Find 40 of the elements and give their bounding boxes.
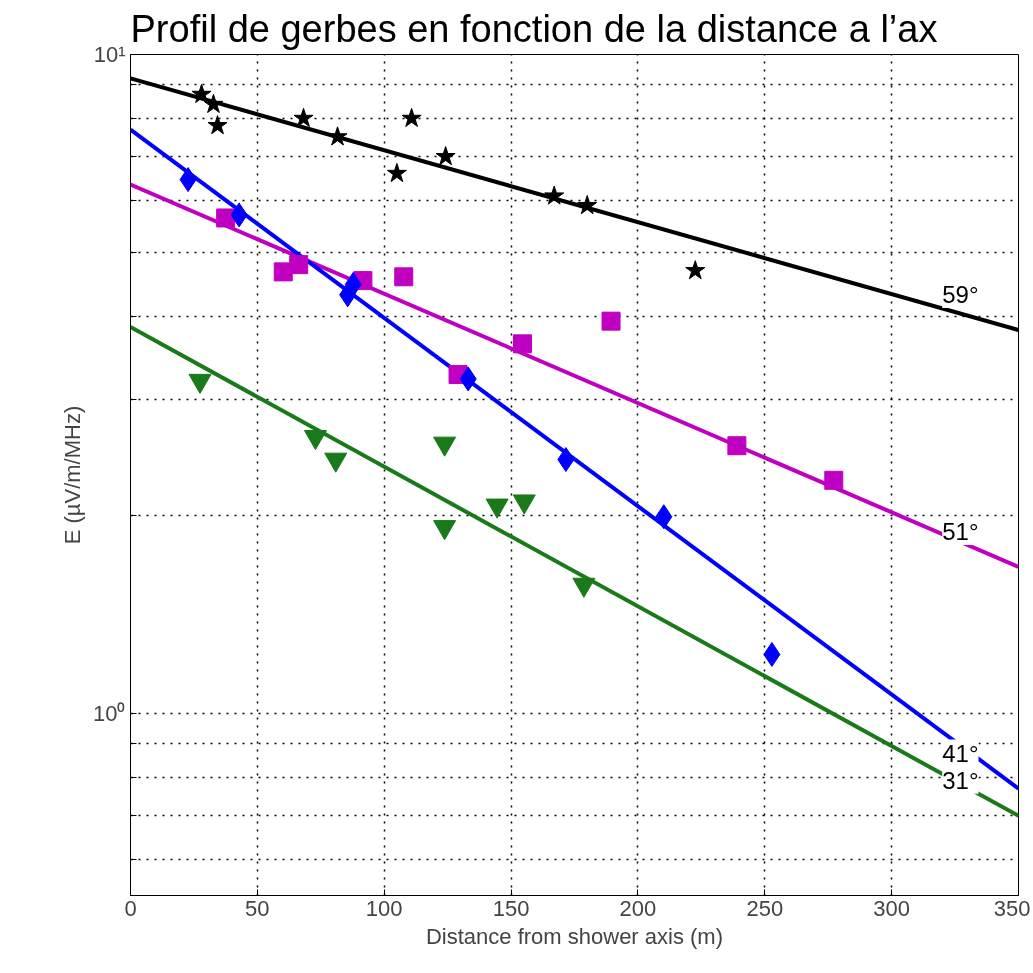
point: [572, 577, 596, 598]
point: [433, 520, 457, 541]
x-tick-label: 0: [124, 895, 137, 921]
point: [727, 436, 747, 456]
series-label: 41°: [942, 739, 979, 767]
x-tick-label: 150: [492, 895, 530, 921]
point: [386, 162, 407, 183]
x-tick-label: 50: [245, 895, 270, 921]
point: [191, 83, 212, 103]
point: [207, 115, 228, 135]
x-tick-label: 100: [365, 895, 403, 921]
y-axis-title: E (µV/m/MHz): [60, 405, 86, 545]
point: [512, 334, 532, 354]
series-label: 31°: [942, 766, 979, 794]
point: [544, 185, 565, 205]
point: [188, 373, 212, 394]
point: [601, 311, 621, 331]
point: [401, 107, 422, 127]
point: [433, 436, 457, 457]
y-tick-label: 10⁰: [93, 701, 126, 727]
x-axis-title: Distance from shower axis (m): [425, 923, 724, 949]
x-tick-label: 250: [746, 895, 784, 921]
x-tick-label: 350: [993, 895, 1031, 921]
point: [577, 195, 598, 215]
y-tick-label: 10¹: [93, 42, 126, 67]
point: [203, 93, 224, 114]
point: [289, 255, 309, 275]
chart-title: Profil de gerbes en fonction de la distance a l’ax: [130, 7, 938, 50]
point: [293, 107, 314, 127]
series-label: 59°: [942, 281, 979, 309]
point: [435, 146, 456, 166]
series-label: 51°: [942, 517, 979, 545]
x-tick-label: 300: [873, 895, 911, 921]
x-tick-label: 200: [619, 895, 657, 921]
point: [512, 494, 536, 515]
point: [216, 208, 236, 228]
point: [485, 498, 509, 519]
point: [394, 267, 414, 287]
point: [324, 452, 348, 473]
point: [685, 260, 706, 280]
